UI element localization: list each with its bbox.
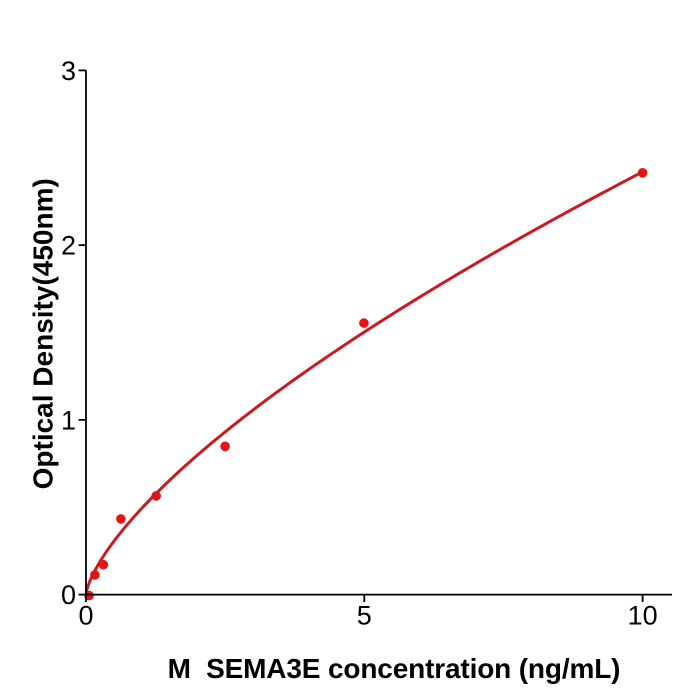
svg-text:Optical Density(450nm): Optical Density(450nm) [28,178,59,489]
svg-text:0: 0 [78,601,93,631]
svg-text:2: 2 [61,231,76,261]
svg-text:0: 0 [61,580,76,610]
svg-text:5: 5 [357,601,372,631]
svg-text:3: 3 [61,56,76,86]
svg-text:M SEMA3E concentration (ng/mL: M SEMA3E concentration (ng/mL) [168,653,621,684]
svg-text:1: 1 [61,405,76,435]
svg-text:10: 10 [628,601,658,631]
